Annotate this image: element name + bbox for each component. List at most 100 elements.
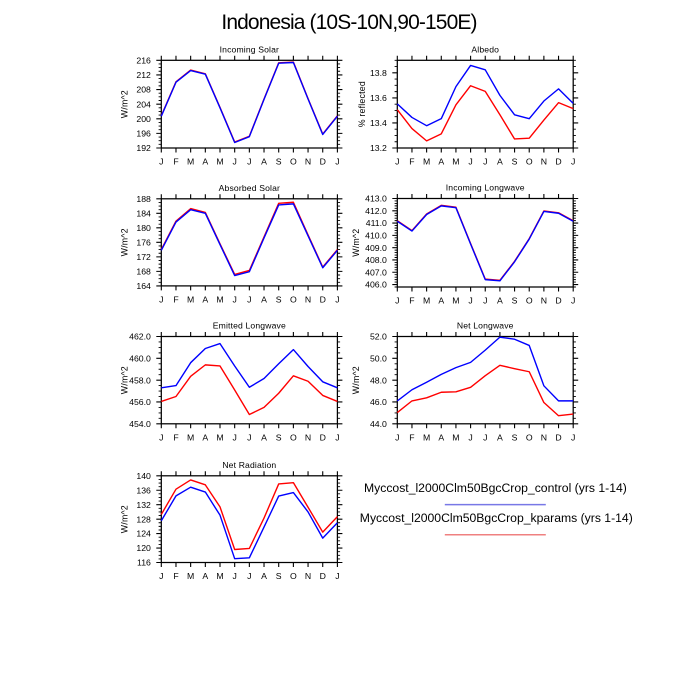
svg-text:Indonesia (10S-10N,90-150E): Indonesia (10S-10N,90-150E) [221, 11, 476, 34]
svg-text:13.2: 13.2 [370, 143, 387, 153]
svg-text:124: 124 [136, 529, 151, 539]
svg-text:412.0: 412.0 [365, 206, 387, 216]
svg-text:Absorbed Solar: Absorbed Solar [219, 183, 280, 193]
svg-text:S: S [276, 432, 282, 442]
svg-text:O: O [526, 157, 533, 167]
svg-text:208: 208 [136, 85, 151, 95]
svg-text:J: J [468, 432, 472, 442]
svg-text:200: 200 [136, 114, 151, 124]
svg-text:F: F [173, 157, 178, 167]
svg-text:A: A [202, 157, 208, 167]
svg-text:M: M [216, 157, 223, 167]
svg-text:J: J [159, 571, 163, 581]
svg-text:M: M [187, 571, 194, 581]
svg-text:116: 116 [137, 558, 151, 568]
svg-text:D: D [320, 571, 326, 581]
svg-text:120: 120 [136, 543, 151, 553]
svg-text:F: F [409, 157, 414, 167]
svg-text:J: J [468, 296, 472, 306]
svg-text:D: D [555, 157, 561, 167]
svg-text:A: A [497, 157, 503, 167]
svg-text:454.0: 454.0 [129, 419, 151, 429]
svg-text:D: D [555, 432, 561, 442]
svg-text:S: S [512, 157, 518, 167]
svg-text:J: J [395, 157, 399, 167]
svg-text:S: S [276, 157, 282, 167]
svg-text:196: 196 [136, 128, 151, 138]
svg-text:J: J [159, 295, 163, 305]
svg-text:216: 216 [136, 55, 151, 65]
svg-text:J: J [395, 432, 399, 442]
svg-text:N: N [541, 432, 547, 442]
svg-text:% reflected: % reflected [357, 81, 367, 127]
svg-text:140: 140 [136, 471, 151, 481]
svg-text:F: F [173, 432, 178, 442]
svg-text:F: F [173, 295, 178, 305]
svg-text:184: 184 [136, 208, 151, 218]
svg-text:F: F [173, 571, 178, 581]
svg-text:Myccost_l2000Clm50BgcCrop_cont: Myccost_l2000Clm50BgcCrop_control (yrs 1… [364, 481, 627, 495]
svg-text:A: A [438, 157, 444, 167]
svg-text:M: M [187, 432, 194, 442]
svg-text:J: J [571, 432, 575, 442]
svg-text:180: 180 [136, 223, 151, 233]
svg-text:M: M [187, 295, 194, 305]
svg-text:J: J [335, 432, 339, 442]
svg-text:J: J [571, 296, 575, 306]
svg-text:132: 132 [136, 500, 151, 510]
svg-text:50.0: 50.0 [370, 353, 387, 363]
svg-text:O: O [290, 432, 297, 442]
svg-text:Emitted Longwave: Emitted Longwave [213, 321, 286, 331]
svg-text:188: 188 [136, 194, 151, 204]
svg-text:M: M [423, 157, 430, 167]
svg-text:410.0: 410.0 [365, 230, 387, 240]
svg-text:O: O [290, 295, 297, 305]
svg-text:13.8: 13.8 [370, 68, 387, 78]
svg-text:407.0: 407.0 [365, 267, 387, 277]
svg-text:48.0: 48.0 [370, 375, 387, 385]
svg-text:J: J [247, 157, 251, 167]
svg-text:O: O [526, 296, 533, 306]
svg-text:J: J [335, 157, 339, 167]
svg-text:W/m^2: W/m^2 [351, 366, 361, 394]
svg-text:456.0: 456.0 [129, 397, 151, 407]
svg-text:M: M [216, 571, 223, 581]
svg-text:J: J [233, 432, 237, 442]
svg-text:J: J [233, 157, 237, 167]
svg-text:O: O [290, 571, 297, 581]
svg-text:168: 168 [136, 266, 151, 276]
svg-text:Myccost_l2000Clm50BgcCrop_kpar: Myccost_l2000Clm50BgcCrop_kparams (yrs 1… [360, 511, 633, 525]
svg-text:A: A [438, 432, 444, 442]
svg-text:J: J [483, 157, 487, 167]
svg-text:204: 204 [136, 99, 151, 109]
svg-text:A: A [261, 432, 267, 442]
svg-text:413.0: 413.0 [365, 194, 387, 204]
svg-text:J: J [159, 432, 163, 442]
svg-text:458.0: 458.0 [129, 375, 151, 385]
svg-text:W/m^2: W/m^2 [119, 228, 129, 256]
svg-text:462.0: 462.0 [129, 332, 151, 342]
svg-text:M: M [216, 432, 223, 442]
svg-text:N: N [541, 157, 547, 167]
svg-text:Albedo: Albedo [471, 44, 499, 54]
svg-text:44.0: 44.0 [370, 419, 387, 429]
svg-text:O: O [290, 157, 297, 167]
svg-text:N: N [305, 157, 311, 167]
svg-text:A: A [438, 296, 444, 306]
svg-text:A: A [261, 571, 267, 581]
svg-text:S: S [276, 571, 282, 581]
svg-text:N: N [305, 432, 311, 442]
svg-text:M: M [423, 432, 430, 442]
svg-text:J: J [247, 295, 251, 305]
svg-text:D: D [320, 295, 326, 305]
svg-text:406.0: 406.0 [365, 280, 387, 290]
svg-text:212: 212 [136, 70, 151, 80]
svg-text:408.0: 408.0 [365, 255, 387, 265]
svg-text:J: J [468, 157, 472, 167]
svg-text:W/m^2: W/m^2 [119, 366, 129, 394]
svg-text:A: A [497, 432, 503, 442]
svg-text:J: J [159, 157, 163, 167]
svg-text:D: D [320, 432, 326, 442]
svg-text:N: N [305, 295, 311, 305]
svg-text:128: 128 [136, 514, 151, 524]
